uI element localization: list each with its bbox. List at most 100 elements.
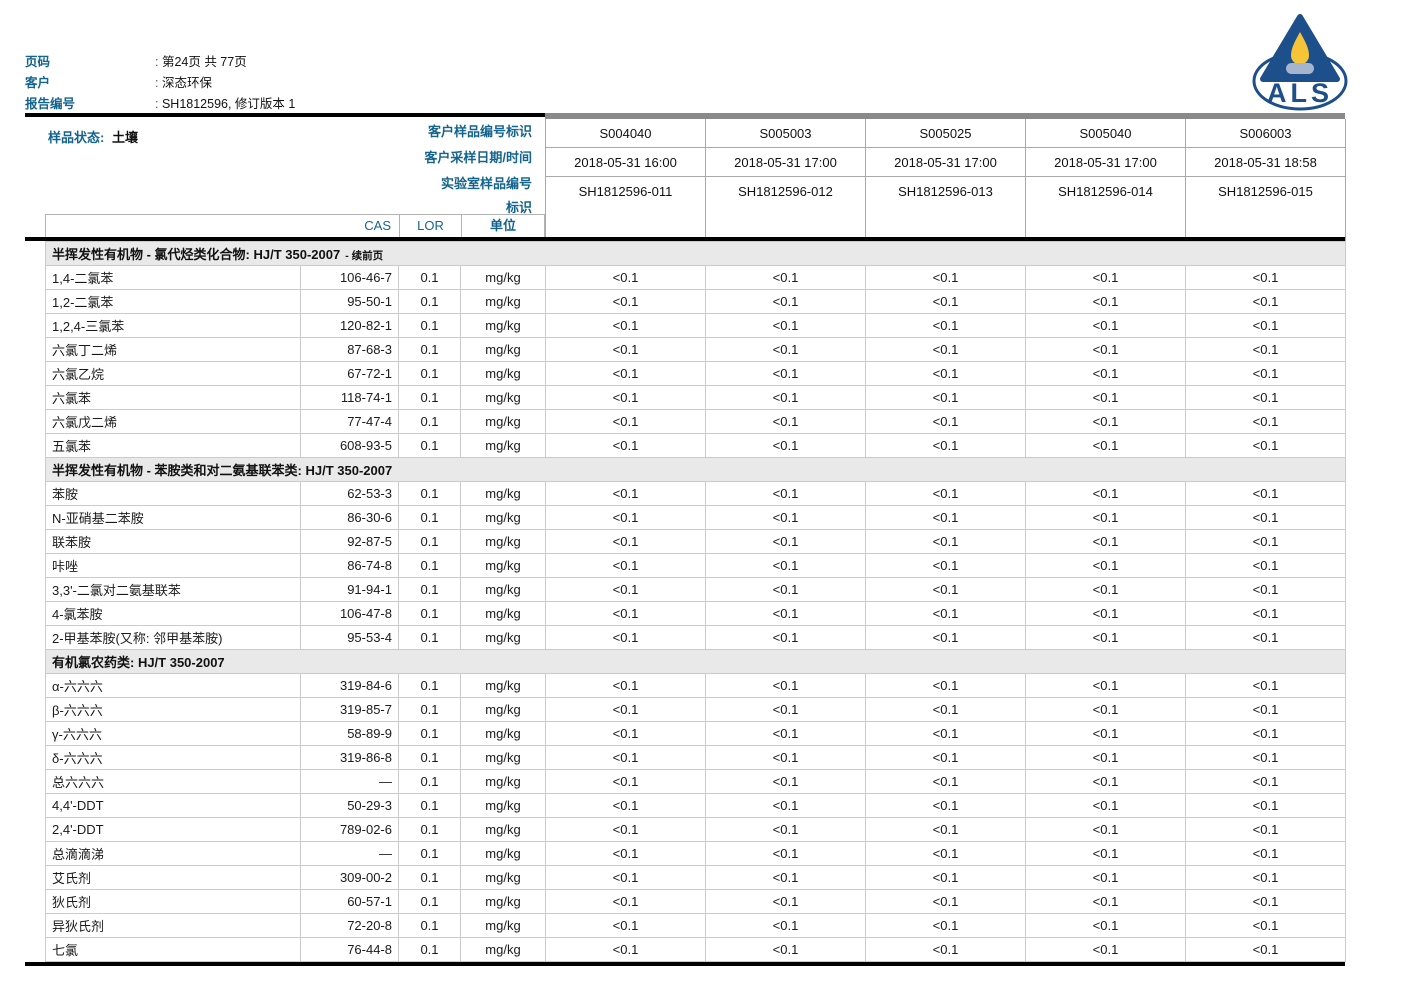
result-cell: <0.1 (1025, 265, 1186, 290)
table-top-divider (25, 237, 1345, 241)
analyte-name-cell: 七氯 (45, 937, 301, 962)
als-logo-graphic: ALS (1252, 14, 1348, 111)
section-title-text: 有机氯农药类: HJ/T 350-2007 (52, 655, 225, 670)
result-cell: <0.1 (545, 601, 706, 626)
result-cell: <0.1 (705, 577, 866, 602)
lor-cell: 0.1 (398, 865, 461, 890)
result-cell: <0.1 (705, 385, 866, 410)
result-cell: <0.1 (705, 337, 866, 362)
result-cell: <0.1 (865, 697, 1026, 722)
cas-cell: 309-00-2 (300, 865, 399, 890)
sample-datetime-cell: 2018-05-31 16:00 (545, 147, 706, 177)
lor-cell: 0.1 (398, 481, 461, 506)
result-cell: <0.1 (545, 721, 706, 746)
result-cell: <0.1 (705, 289, 866, 314)
lor-cell: 0.1 (398, 889, 461, 914)
cas-cell: 91-94-1 (300, 577, 399, 602)
client-value: 深态环保 (155, 73, 212, 94)
section-header-row: 半挥发性有机物 - 氯代烃类化合物: HJ/T 350-2007 - 续前页 (44, 241, 1347, 266)
header-row-page: 页码 第24页 共 77页 (25, 52, 295, 73)
result-cell: <0.1 (865, 889, 1026, 914)
lor-cell: 0.1 (398, 841, 461, 866)
result-cell: <0.1 (1184, 745, 1347, 770)
result-cell: <0.1 (1184, 577, 1347, 602)
result-cell: <0.1 (545, 577, 706, 602)
result-cell: <0.1 (545, 505, 706, 530)
lor-cell: 0.1 (398, 577, 461, 602)
unit-cell: mg/kg (460, 721, 546, 746)
analyte-name-cell: 2-甲基苯胺(又称: 邻甲基苯胺) (45, 625, 301, 650)
lor-cell: 0.1 (398, 697, 461, 722)
unit-cell: mg/kg (460, 937, 546, 962)
unit-cell: mg/kg (460, 865, 546, 890)
unit-cell: mg/kg (460, 817, 546, 842)
lor-cell: 0.1 (398, 745, 461, 770)
result-cell: <0.1 (865, 937, 1026, 962)
analyte-row: 咔唑 86-74-8 0.1 mg/kg <0.1 <0.1 <0.1 <0.1 <0.1 (45, 553, 1347, 578)
result-cell: <0.1 (705, 841, 866, 866)
analyte-row: N-亚硝基二苯胺 86-30-6 0.1 mg/kg <0.1 <0.1 <0.1 <0.1 <… (45, 505, 1347, 530)
result-cell: <0.1 (705, 697, 866, 722)
result-cell: <0.1 (1184, 937, 1347, 962)
unit-cell: mg/kg (460, 601, 546, 626)
unit-cell: mg/kg (460, 337, 546, 362)
result-cell: <0.1 (1184, 505, 1347, 530)
samples-row: 2018-05-31 16:00 2018-05-31 17:00 2018-05-… (545, 147, 1346, 177)
analyte-name-cell: 艾氏剂 (45, 865, 301, 890)
unit-cell: mg/kg (460, 913, 546, 938)
unit-cell: mg/kg (460, 793, 546, 818)
result-cell: <0.1 (1184, 289, 1347, 314)
result-cell: <0.1 (1025, 505, 1186, 530)
result-cell: <0.1 (865, 337, 1026, 362)
result-cell: <0.1 (1025, 937, 1186, 962)
unit-cell: mg/kg (460, 745, 546, 770)
result-cell: <0.1 (705, 793, 866, 818)
result-cell: <0.1 (545, 937, 706, 962)
page-number-label: 页码 (25, 55, 51, 69)
result-cell: <0.1 (1184, 697, 1347, 722)
sample-id-cell: S005040 (1025, 119, 1186, 148)
result-cell: <0.1 (545, 841, 706, 866)
lab-sample-id-cell: SH1812596-011 (545, 176, 706, 249)
lor-cell: 0.1 (398, 817, 461, 842)
result-cell: <0.1 (705, 529, 866, 554)
result-cell: <0.1 (1184, 313, 1347, 338)
result-cell: <0.1 (865, 817, 1026, 842)
columns-header: CAS LOR 单位 (45, 214, 545, 237)
result-cell: <0.1 (1025, 889, 1186, 914)
lor-cell: 0.1 (398, 769, 461, 794)
analyte-row: 七氯 76-44-8 0.1 mg/kg <0.1 <0.1 <0.1 <0.1 <0.1 (45, 937, 1347, 962)
lab-sample-id-cell: SH1812596-013 (865, 176, 1026, 249)
result-cell: <0.1 (705, 865, 866, 890)
lor-cell: 0.1 (398, 433, 461, 458)
analyte-row: 艾氏剂 309-00-2 0.1 mg/kg <0.1 <0.1 <0.1 <0.1 <0.1 (45, 865, 1347, 890)
result-cell: <0.1 (1184, 913, 1347, 938)
result-cell: <0.1 (705, 937, 866, 962)
lor-cell: 0.1 (398, 313, 461, 338)
sample-datetime-cell: 2018-05-31 17:00 (865, 147, 1026, 177)
cas-cell: — (300, 769, 399, 794)
analyte-row: 1,2,4-三氯苯 120-82-1 0.1 mg/kg <0.1 <0.1 <0.1 <0.… (45, 313, 1347, 338)
result-cell: <0.1 (1184, 769, 1347, 794)
result-cell: <0.1 (1025, 673, 1186, 698)
header-divider-black (25, 113, 545, 117)
sample-id-cell: S005003 (705, 119, 866, 148)
analyte-row: 4-氯苯胺 106-47-8 0.1 mg/kg <0.1 <0.1 <0.1 <0.1 <0.… (45, 601, 1347, 626)
analyte-name-cell: 咔唑 (45, 553, 301, 578)
result-cell: <0.1 (545, 625, 706, 650)
als-logo: ALS (1250, 10, 1350, 114)
analyte-name-cell: 狄氏剂 (45, 889, 301, 914)
sample-status-label: 样品状态: (48, 130, 105, 145)
result-cell: <0.1 (865, 289, 1026, 314)
unit-cell: mg/kg (460, 433, 546, 458)
result-cell: <0.1 (1184, 385, 1347, 410)
analyte-row: δ-六六六 319-86-8 0.1 mg/kg <0.1 <0.1 <0.1 <0.1 <0.… (45, 745, 1347, 770)
result-cell: <0.1 (865, 601, 1026, 626)
result-cell: <0.1 (1184, 337, 1347, 362)
cas-cell: 319-86-8 (300, 745, 399, 770)
lab-sample-id-cell: SH1812596-014 (1025, 176, 1186, 249)
header-row-client: 客户 深态环保 (25, 73, 295, 94)
cas-cell: 72-20-8 (300, 913, 399, 938)
lab-sample-id-label: 实验室样品编号 (440, 176, 532, 191)
result-cell: <0.1 (865, 505, 1026, 530)
